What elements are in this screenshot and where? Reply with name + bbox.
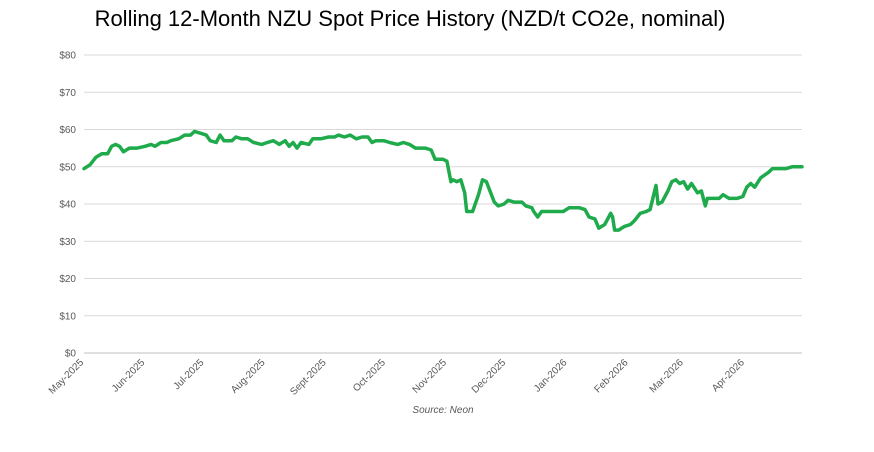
- x-tick-label: Jun-2025: [110, 357, 148, 395]
- y-tick-label: $20: [59, 274, 76, 285]
- series-line: [82, 129, 804, 232]
- x-tick-label: Nov-2025: [411, 357, 450, 396]
- x-tick-label: Feb-2026: [592, 357, 630, 395]
- x-tick-label: Jan-2026: [532, 357, 570, 395]
- y-tick-label: $0: [65, 349, 77, 360]
- plot-area: [82, 129, 804, 232]
- x-axis: May-2025 Jun-2025 Jul-2025 Aug-2025 Sept-202…: [47, 357, 747, 398]
- x-tick-label: Aug-2025: [229, 357, 268, 396]
- gridlines: [84, 54, 802, 354]
- x-tick-label: Dec-2025: [470, 357, 509, 396]
- x-tick-label: Sept-2025: [288, 357, 329, 398]
- y-tick-label: $60: [59, 125, 76, 136]
- chart-title: Rolling 12-Month NZU Spot Price History …: [94, 6, 726, 31]
- y-axis: $0 $10 $20 $30 $40 $50 $60 $70 $80: [59, 51, 76, 360]
- source-note: Source: Neon: [412, 405, 474, 416]
- x-tick-label: Mar-2026: [648, 357, 686, 395]
- y-tick-label: $40: [59, 200, 76, 211]
- x-tick-label: Oct-2025: [351, 357, 388, 394]
- y-tick-label: $50: [59, 162, 76, 173]
- y-tick-label: $10: [59, 311, 76, 322]
- x-tick-label: Apr-2026: [710, 357, 747, 394]
- y-tick-label: $70: [59, 88, 76, 99]
- y-tick-label: $30: [59, 237, 76, 248]
- x-tick-label: May-2025: [47, 357, 87, 397]
- x-tick-label: Jul-2025: [172, 357, 207, 392]
- y-tick-label: $80: [59, 51, 76, 62]
